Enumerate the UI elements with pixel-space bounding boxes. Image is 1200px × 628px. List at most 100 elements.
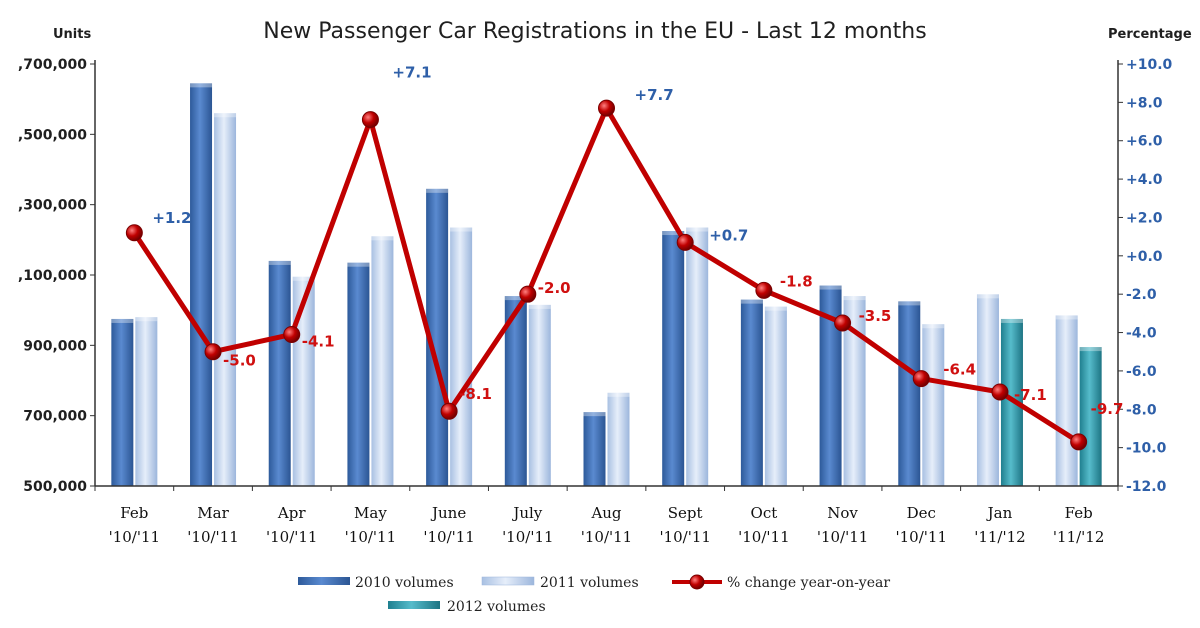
x-label-years: '10/'11 (109, 528, 160, 546)
data-label: -8.1 (459, 385, 492, 403)
right-tick-label: +0.0 (1126, 249, 1163, 265)
left-tick-label: 700,000 (23, 409, 87, 425)
right-tick-label: -2.0 (1126, 287, 1157, 303)
x-label-month: Nov (827, 504, 858, 522)
right-tick-label: -6.0 (1126, 364, 1157, 380)
left-tick-label: ,700,000 (18, 57, 87, 73)
bar-2010-highlight (190, 83, 213, 88)
bar-2010-highlight (819, 285, 842, 290)
x-label-month: Sept (668, 504, 703, 522)
legend-swatch-2010 (298, 577, 350, 585)
x-label-years: '10/'11 (502, 528, 553, 546)
bar-2010 (898, 301, 921, 486)
percent-change-marker (834, 314, 852, 332)
right-tick-label: +2.0 (1126, 210, 1163, 226)
bar-2012-highlight (1079, 347, 1102, 352)
bar-2011-highlight (764, 306, 787, 311)
right-tick-label: -4.0 (1126, 326, 1157, 342)
legend-label-2011: 2011 volumes (540, 575, 639, 591)
x-label-years: '10/'11 (581, 528, 632, 546)
bar-2010 (662, 231, 685, 486)
x-label-month: Apr (277, 504, 306, 522)
bar-2011-highlight (450, 227, 473, 232)
bar-2010 (819, 285, 842, 486)
bar-2010-highlight (268, 260, 291, 265)
percent-change-marker (204, 343, 222, 361)
chart-title: New Passenger Car Registrations in the E… (263, 19, 926, 44)
bar-2011 (135, 317, 158, 486)
x-label-month: Oct (751, 504, 778, 522)
bar-2011 (528, 304, 551, 486)
x-label-month: May (354, 504, 387, 522)
bar-2012 (1079, 347, 1102, 486)
legend-swatch-2011 (481, 576, 535, 586)
percent-change-marker (519, 285, 537, 303)
percent-change-marker (125, 224, 143, 242)
x-label-years: '10/'11 (423, 528, 474, 546)
bar-2010 (583, 412, 606, 486)
legend-label-pct: % change year-on-year (727, 575, 890, 591)
bar-2011 (764, 306, 787, 486)
bar-2010-highlight (740, 299, 763, 304)
percent-change-marker (755, 281, 773, 299)
bar-2011-highlight (135, 317, 158, 322)
bar-2010-highlight (662, 231, 685, 236)
bar-2011-highlight (371, 236, 394, 241)
legend: 2010 volumes 2011 volumes % change year-… (298, 574, 890, 615)
bar-2012-highlight (1000, 318, 1023, 323)
data-label: -7.1 (1014, 386, 1047, 404)
percent-change-line (125, 99, 1088, 451)
bar-2010-highlight (426, 188, 449, 193)
bar-2011-highlight (292, 276, 315, 281)
bar-2011-highlight (528, 304, 551, 309)
data-label: -2.0 (538, 279, 571, 297)
left-tick-label: ,100,000 (18, 268, 87, 284)
bar-2011-highlight (922, 324, 945, 329)
legend-label-2012: 2012 volumes (447, 599, 546, 615)
right-tick-label: +6.0 (1126, 134, 1163, 150)
percent-change-marker (1070, 433, 1088, 451)
bar-2010 (504, 296, 527, 486)
x-label-years: '10/'11 (345, 528, 396, 546)
bar-2011-highlight (1055, 315, 1078, 320)
bar-2010 (111, 318, 134, 486)
bar-2010-highlight (583, 412, 606, 417)
bar-2010 (347, 262, 370, 486)
data-labels: +1.2 -5.0 -4.1 +7.1 -8.1 -2.0 +7.7 +0.7 -1.8 -3.5… (152, 64, 1123, 418)
bar-2011 (1055, 315, 1078, 486)
data-label: -4.1 (302, 332, 335, 350)
bar-2011 (686, 227, 709, 486)
right-tick-label: -12.0 (1126, 479, 1167, 495)
right-tick-label: +4.0 (1126, 172, 1163, 188)
bar-2011-highlight (214, 113, 237, 118)
legend-swatch-marker (689, 574, 705, 590)
left-axis-title: Units (53, 27, 91, 42)
right-tick-label: +8.0 (1126, 95, 1163, 111)
percent-change-marker (991, 383, 1009, 401)
legend-label-2010: 2010 volumes (355, 575, 454, 591)
data-label: -9.7 (1091, 400, 1124, 418)
left-tick-label: 900,000 (23, 338, 87, 354)
percent-change-marker (598, 99, 615, 117)
x-label-month: Jan (986, 504, 1013, 522)
x-label-years: '11/'12 (974, 528, 1025, 546)
bar-2010-highlight (111, 318, 134, 323)
bar-2010-highlight (898, 301, 921, 306)
x-label-month: Mar (197, 504, 229, 522)
x-label-years: '10/'11 (187, 528, 238, 546)
data-label: +7.1 (392, 64, 431, 82)
bar-2011-highlight (976, 294, 999, 299)
x-label-month: July (511, 504, 542, 522)
bar-2011 (607, 392, 630, 486)
x-label-years: '10/'11 (738, 528, 789, 546)
x-label-month: Feb (120, 504, 148, 522)
percent-change-marker (676, 233, 694, 251)
right-axis-ticks: -12.0 -10.0 -8.0 -6.0 -4.0 -2.0 +0.0 +2.0 +4.0 +6… (1118, 57, 1173, 495)
bar-2011-highlight (686, 227, 709, 232)
bar-2011 (371, 236, 394, 486)
data-label: +7.7 (635, 86, 674, 104)
bar-2010 (740, 299, 763, 486)
x-label-month: Feb (1065, 504, 1093, 522)
